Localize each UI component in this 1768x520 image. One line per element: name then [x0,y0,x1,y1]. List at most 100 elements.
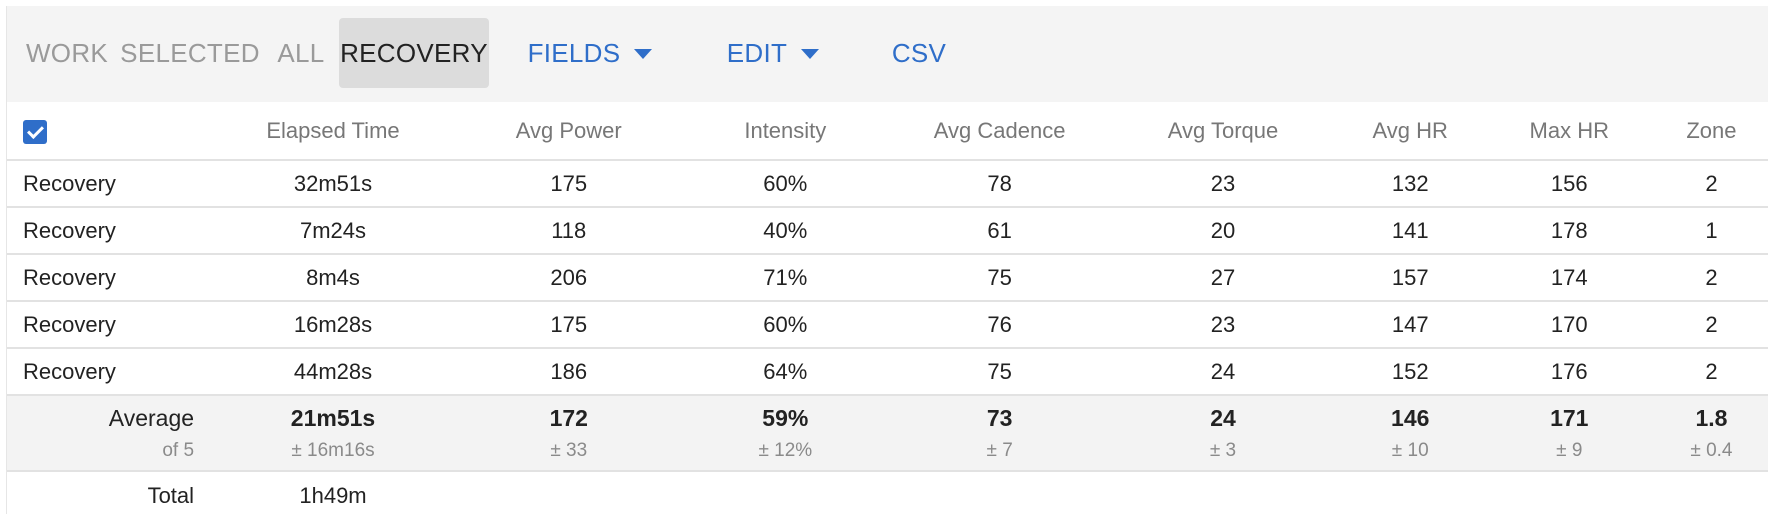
edit-label: EDIT [726,37,788,68]
cell: 174 [1484,254,1654,302]
cell: 24 [1110,348,1336,396]
cell: 152 [1335,348,1485,396]
average-value: 172 [549,404,588,431]
total-elapsed: 1h49m [210,471,456,520]
cell: 60% [681,301,890,349]
intervals-panel: WORK SELECTED ALL RECOVERY FIELDS EDIT C… [6,6,1768,520]
intervals-table: Elapsed Time Avg Power Intensity Avg Cad… [7,102,1768,520]
interval-name: Recovery [7,348,211,396]
cell: 61 [889,207,1111,255]
average-value: 24 [1210,404,1236,431]
cell: 23 [1110,160,1336,208]
cell [1110,471,1336,520]
average-deviation: ± 16m16s [291,439,375,461]
col-header[interactable]: Avg Cadence [889,102,1111,161]
cell: 175 [455,160,682,208]
cell: 2 [1653,301,1768,349]
cell: 186 [455,348,682,396]
col-header[interactable]: Elapsed Time [210,102,456,161]
cell: 2 [1653,348,1768,396]
tab-work[interactable]: WORK [25,37,109,68]
cell: 118 [455,207,682,255]
interval-name: Recovery [7,160,211,208]
average-value: 73 [986,404,1013,431]
cell: 157 [1335,254,1485,302]
col-header[interactable]: Intensity [681,102,890,161]
cell: 76 [889,301,1111,349]
tab-selected[interactable]: SELECTED [120,37,260,68]
caret-down-icon [634,49,653,59]
average-deviation: ± 12% [758,439,813,461]
select-all-checkbox[interactable] [23,119,47,144]
average-deviation: ± 33 [550,439,588,461]
header-row: Elapsed Time Avg Power Intensity Avg Cad… [7,102,1768,161]
col-header[interactable]: Avg Power [455,102,682,161]
toolbar: WORK SELECTED ALL RECOVERY FIELDS EDIT C… [7,6,1768,102]
average-label: Average [108,404,195,431]
cell: 178 [1484,207,1654,255]
average-cell: 172 ± 33 [455,395,682,472]
cell: 147 [1335,301,1485,349]
total-label: Total [147,483,195,508]
average-deviation: ± 10 [1391,439,1429,461]
cell [455,471,682,520]
cell: 78 [889,160,1111,208]
average-value: 146 [1391,404,1430,431]
cell: 175 [455,301,682,349]
cell: 8m4s [210,254,456,302]
cell: 2 [1653,160,1768,208]
average-deviation: ± 0.4 [1690,439,1733,461]
edit-menu-button[interactable]: EDIT [721,18,825,88]
average-count: of 5 [162,439,195,461]
average-value: 59% [762,404,809,431]
csv-button[interactable]: CSV [891,37,947,68]
cell: 2 [1653,254,1768,302]
cell: 156 [1484,160,1654,208]
average-deviation: ± 3 [1209,439,1237,461]
select-all-cell [7,102,211,161]
fields-menu-button[interactable]: FIELDS [525,18,655,88]
cell: 206 [455,254,682,302]
table-row[interactable]: Recovery 16m28s 175 60% 76 23 147 170 2 [7,301,1768,349]
cell: 71% [681,254,890,302]
average-cell: 1.8 ± 0.4 [1653,395,1768,472]
cell: 141 [1335,207,1485,255]
average-deviation: ± 7 [986,439,1013,461]
table-row[interactable]: Recovery 7m24s 118 40% 61 20 141 178 1 [7,207,1768,255]
total-label-cell: Total [7,471,211,520]
tab-all[interactable]: ALL [277,37,325,68]
total-row: Total 1h49m [7,471,1768,520]
average-cell: 73 ± 7 [889,395,1111,472]
table-row[interactable]: Recovery 32m51s 175 60% 78 23 132 156 2 [7,160,1768,208]
tab-recovery[interactable]: RECOVERY [339,18,489,88]
cell [681,471,890,520]
average-cell: 146 ± 10 [1335,395,1485,472]
col-header[interactable]: Max HR [1484,102,1654,161]
col-header[interactable]: Avg HR [1335,102,1485,161]
cell: 75 [889,254,1111,302]
cell: 132 [1335,160,1485,208]
average-cell: 24 ± 3 [1110,395,1336,472]
average-value: 171 [1550,404,1589,431]
average-cell: 59% ± 12% [681,395,890,472]
table-row[interactable]: Recovery 8m4s 206 71% 75 27 157 174 2 [7,254,1768,302]
col-header[interactable]: Zone [1653,102,1768,161]
average-deviation: ± 9 [1556,439,1583,461]
interval-name: Recovery [7,254,211,302]
cell: 60% [681,160,890,208]
cell: 176 [1484,348,1654,396]
cell: 1 [1653,207,1768,255]
cell: 20 [1110,207,1336,255]
average-label-cell: Average of 5 [7,395,211,472]
cell [889,471,1111,520]
caret-down-icon [801,49,820,59]
cell: 64% [681,348,890,396]
col-header[interactable]: Avg Torque [1110,102,1336,161]
average-value: 1.8 [1695,404,1728,431]
interval-name: Recovery [7,207,211,255]
cell: 27 [1110,254,1336,302]
table-row[interactable]: Recovery 44m28s 186 64% 75 24 152 176 2 [7,348,1768,396]
cell [1484,471,1654,520]
cell: 44m28s [210,348,456,396]
interval-name: Recovery [7,301,211,349]
